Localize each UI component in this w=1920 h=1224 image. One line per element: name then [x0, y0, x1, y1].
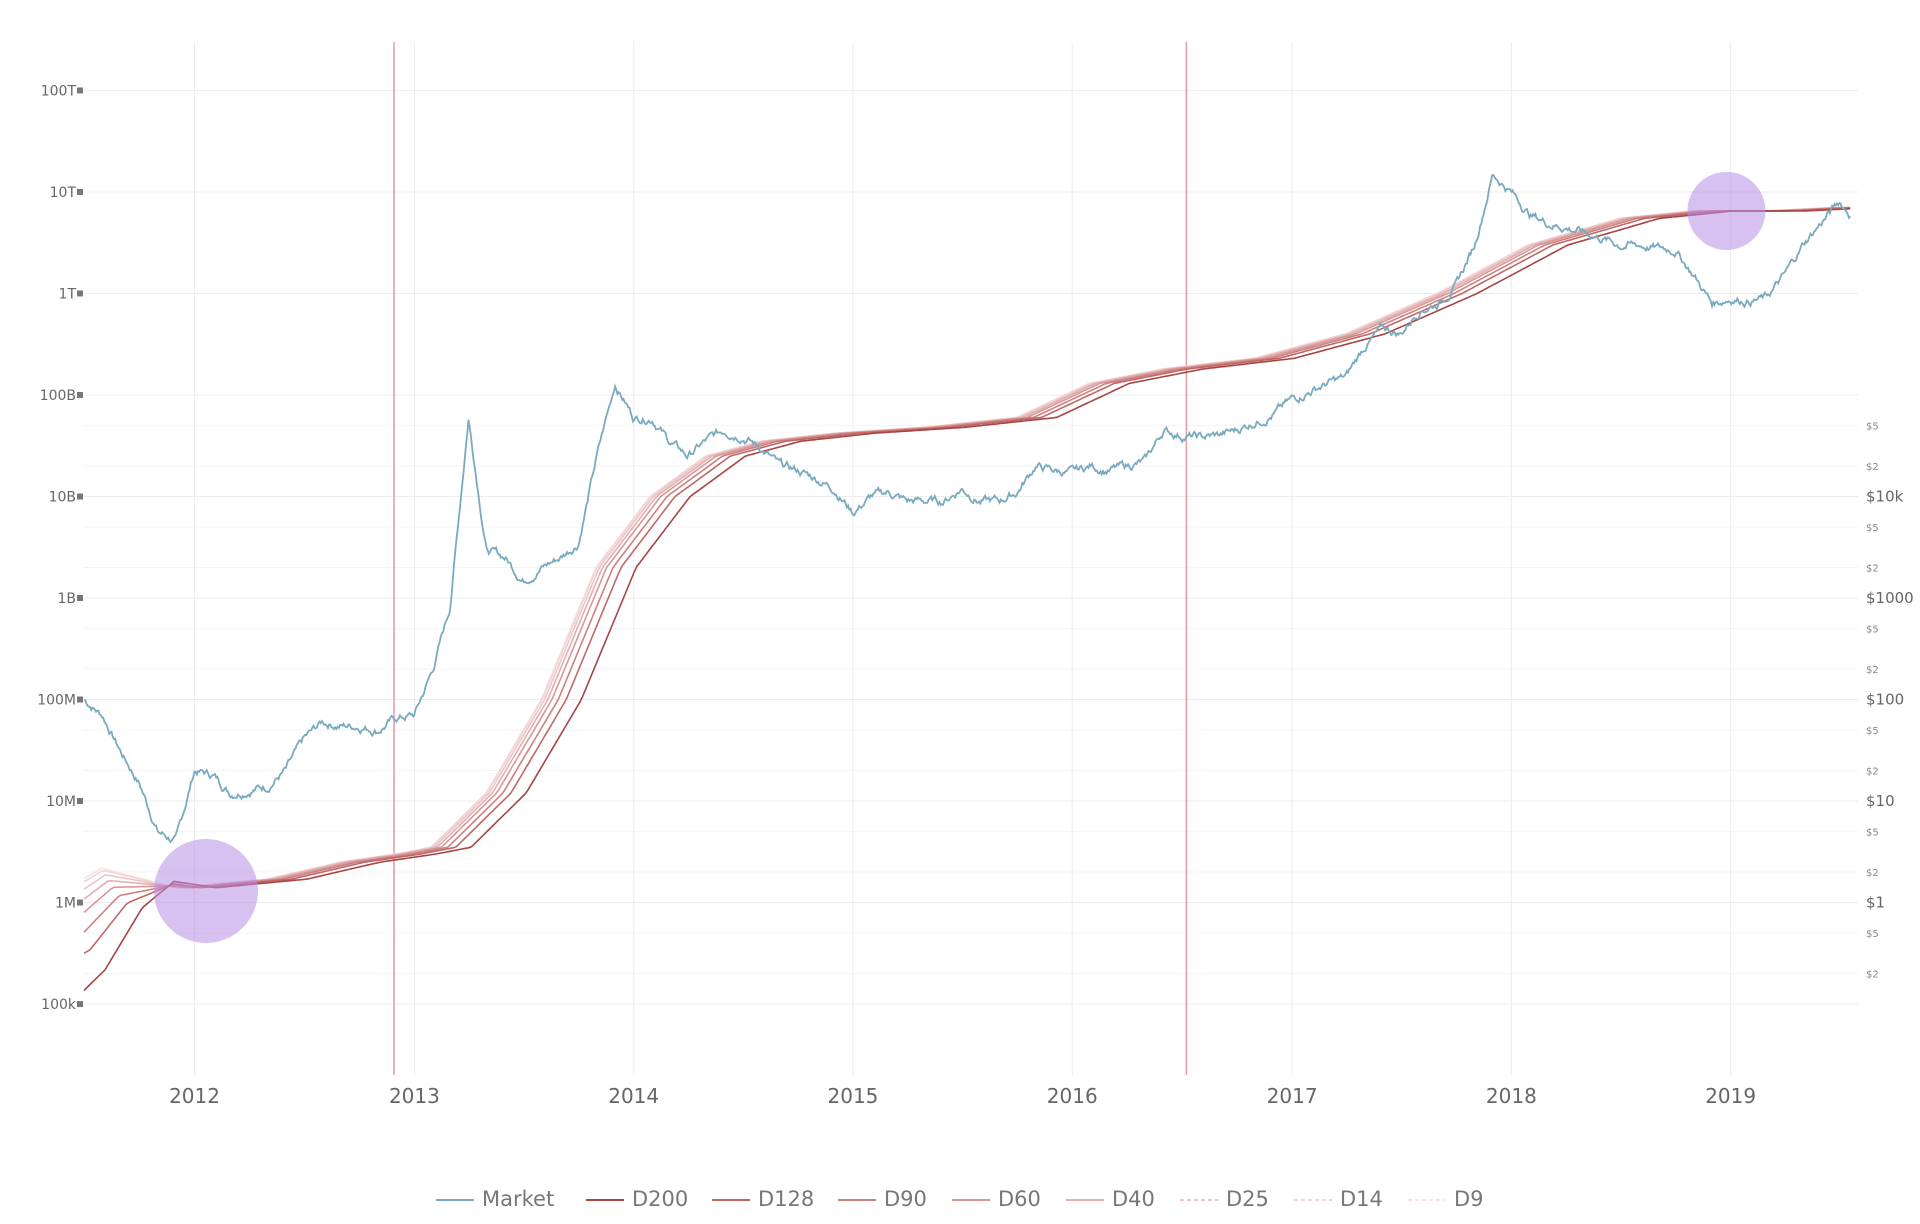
- y-left-tick-mark: [77, 391, 83, 398]
- y-left-tick-label: 10M: [46, 794, 76, 810]
- y-left-tick-mark: [77, 1001, 83, 1008]
- ma-line-d40: [83, 206, 1851, 900]
- y-left-tick-label: 1B: [57, 591, 76, 607]
- y-right-tick-label: $1: [1866, 894, 1885, 912]
- y-right-tick-label: $10k: [1866, 487, 1904, 505]
- highlight-circle: [153, 838, 258, 943]
- x-tick-label: 2018: [1486, 1084, 1537, 1108]
- ma-line-d200: [83, 207, 1851, 991]
- y-right-minor-tick-label: $5: [1866, 929, 1879, 940]
- y-left-tick-mark: [77, 594, 83, 601]
- x-tick-label: 2013: [389, 1084, 440, 1108]
- y-right-minor-tick-label: $2: [1866, 462, 1879, 473]
- vertical-markers: [393, 42, 1188, 1075]
- x-tick-label: 2015: [828, 1084, 879, 1108]
- y-left-tick-mark: [77, 290, 83, 297]
- y-left-tick-mark: [77, 798, 83, 805]
- y-right-minor-tick-label: $2: [1866, 969, 1879, 980]
- y-right-tick-label: $10: [1866, 792, 1895, 810]
- y-left-tick-label: 100T: [41, 83, 77, 99]
- ma-line-d128: [83, 207, 1851, 954]
- ma-line-d9: [83, 206, 1851, 889]
- ma-line-d90: [83, 206, 1851, 933]
- y-right-minor-tick-label: $5: [1866, 523, 1879, 534]
- market-line: [83, 173, 1851, 844]
- y-left-tick-label: 100k: [41, 997, 77, 1013]
- y-right-tick-label: $100: [1866, 691, 1904, 709]
- x-tick-label: 2012: [169, 1084, 220, 1108]
- right-axis: $2 $5 $2 $5 $2 $5 $2 $5 $2 $5 $2 $5 $1 $10 $100 $1000 $1…: [1866, 422, 1914, 981]
- y-left-tick-label: 1M: [55, 896, 76, 912]
- y-right-minor-tick-label: $2: [1866, 665, 1879, 676]
- y-right-minor-tick-label: $2: [1866, 563, 1879, 574]
- legend: Market D200 D128 D90 D60 D40 D25 D14 D9: [436, 1187, 1484, 1211]
- y-left-tick-mark: [77, 493, 83, 500]
- legend-label-d40[interactable]: D40: [1112, 1187, 1155, 1211]
- y-left-tick-label: 100M: [37, 693, 76, 709]
- legend-label-d25[interactable]: D25: [1226, 1187, 1269, 1211]
- y-left-tick-label: 1T: [59, 286, 77, 302]
- y-left-tick-mark: [77, 188, 83, 195]
- x-tick-label: 2017: [1267, 1084, 1318, 1108]
- legend-label-d60[interactable]: D60: [998, 1187, 1041, 1211]
- y-right-minor-tick-label: $5: [1866, 625, 1879, 636]
- legend-label-d90[interactable]: D90: [884, 1187, 927, 1211]
- y-left-tick-label: 10T: [50, 185, 77, 201]
- y-right-minor-tick-label: $2: [1866, 868, 1879, 879]
- y-right-minor-tick-label: $5: [1866, 828, 1879, 839]
- grid: [84, 42, 1858, 1075]
- ma-line-d25: [83, 206, 1851, 890]
- market-line-group: [83, 173, 1851, 844]
- ma-line-d60: [83, 206, 1851, 914]
- x-tick-label: 2019: [1705, 1084, 1756, 1108]
- y-left-tick-mark: [77, 696, 83, 703]
- ma-line-d14: [83, 206, 1851, 889]
- y-left-tick-mark: [77, 87, 83, 94]
- highlight-circle: [1687, 171, 1766, 250]
- left-axis: 100k 1M 10M 100M 1B 10B 100B 1T 10T 100T: [37, 83, 83, 1013]
- x-tick-label: 2014: [608, 1084, 659, 1108]
- legend-label-d14[interactable]: D14: [1340, 1187, 1383, 1211]
- y-right-minor-tick-label: $5: [1866, 726, 1879, 737]
- x-axis: 2012 2013 2014 2015 2016 2017 2018 2019: [169, 1084, 1756, 1108]
- y-right-minor-tick-label: $5: [1866, 422, 1879, 433]
- y-right-tick-label: $1000: [1866, 589, 1914, 607]
- legend-label-d128[interactable]: D128: [758, 1187, 814, 1211]
- moving-average-lines: [83, 206, 1851, 991]
- legend-label-market[interactable]: Market: [482, 1187, 554, 1211]
- y-right-minor-tick-label: $2: [1866, 766, 1879, 777]
- legend-label-d9[interactable]: D9: [1454, 1187, 1484, 1211]
- y-left-tick-label: 100B: [40, 388, 76, 404]
- y-left-tick-label: 10B: [49, 489, 76, 505]
- x-tick-label: 2016: [1047, 1084, 1098, 1108]
- highlight-circles: [153, 171, 1766, 943]
- y-left-tick-mark: [77, 899, 83, 906]
- legend-label-d200[interactable]: D200: [632, 1187, 688, 1211]
